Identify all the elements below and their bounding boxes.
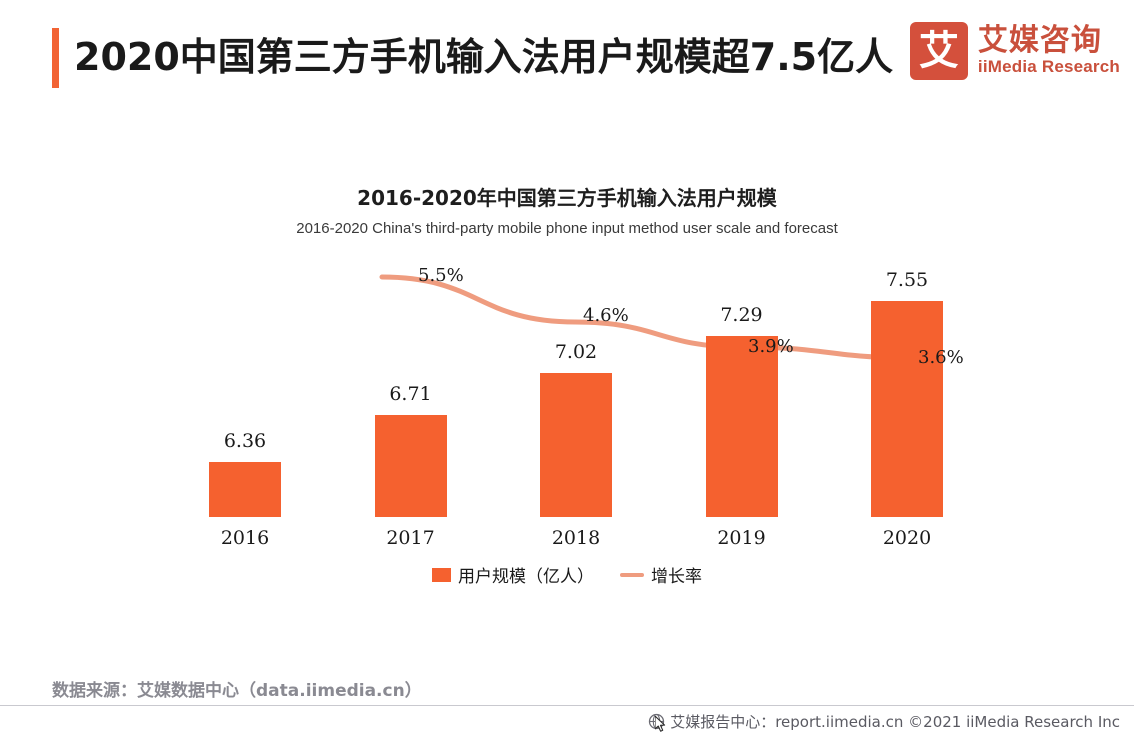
- legend-item-growth-rate[interactable]: 增长率: [620, 562, 702, 587]
- line-swatch-icon: [620, 572, 644, 577]
- chart-title: 2016-2020年中国第三方手机输入法用户规模: [357, 186, 777, 210]
- chart-legend: 用户规模（亿人） 增长率: [0, 562, 1134, 587]
- x-axis-label-2018: 2018: [551, 527, 601, 549]
- bar-value-label-2016: 6.36: [223, 430, 267, 453]
- legend-label-growth-rate: 增长率: [651, 567, 702, 587]
- footer-bar-text: 艾媒报告中心：report.iimedia.cn ©2021 iiMedia R…: [670, 713, 1120, 731]
- growth-rate-label-2020: 3.6%: [918, 347, 964, 368]
- x-axis-label-2016: 2016: [220, 527, 270, 549]
- x-axis-label-2019: 2019: [717, 527, 766, 549]
- growth-rate-label-2017: 5.5%: [418, 265, 464, 286]
- x-axis-label-2020: 2020: [882, 527, 932, 549]
- chart-subtitle: 2016-2020 China's third-party mobile pho…: [296, 220, 838, 237]
- bar-value-label-2017: 6.71: [389, 382, 432, 405]
- bar-2017: [374, 414, 447, 517]
- mouse-cursor-icon: [654, 715, 667, 733]
- logo-chinese-name: 艾媒咨询: [977, 23, 1102, 59]
- bar-2018: [540, 372, 612, 517]
- title-accent-bar: [52, 28, 59, 88]
- bar-2020: [871, 300, 943, 517]
- footer-divider: [0, 705, 1134, 706]
- footer-bar: 艾媒报告中心：report.iimedia.cn ©2021 iiMedia R…: [0, 706, 1134, 737]
- page-title: 2020中国第三方手机输入法用户规模超7.5亿人: [74, 35, 894, 79]
- x-axis-label-2017: 2017: [386, 527, 435, 549]
- bar-value-label-2019: 7.29: [720, 304, 763, 327]
- growth-rate-line-path: [379, 274, 918, 361]
- data-source-note: 数据来源：艾媒数据中心（data.iimedia.cn）: [52, 681, 422, 701]
- legend-label-user-scale: 用户规模（亿人）: [458, 567, 594, 587]
- logo-english-name: iiMedia Research: [977, 56, 1120, 76]
- bar-value-label-2018: 7.02: [554, 340, 598, 363]
- bar-2019: [705, 336, 778, 517]
- legend-item-user-scale[interactable]: 用户规模（亿人）: [432, 562, 594, 587]
- logo-mark-icon: 艾: [909, 22, 968, 80]
- bar-value-label-2020: 7.55: [885, 268, 929, 291]
- brand-logo: 艾 艾媒咨询 iiMedia Research: [909, 22, 1120, 80]
- growth-rate-label-2018: 4.6%: [583, 305, 629, 326]
- square-swatch-icon: [432, 567, 451, 582]
- growth-rate-label-2019: 3.9%: [748, 336, 794, 357]
- bar-2016: [209, 462, 281, 517]
- logo-wordmark: 艾媒咨询 iiMedia Research: [978, 25, 1120, 77]
